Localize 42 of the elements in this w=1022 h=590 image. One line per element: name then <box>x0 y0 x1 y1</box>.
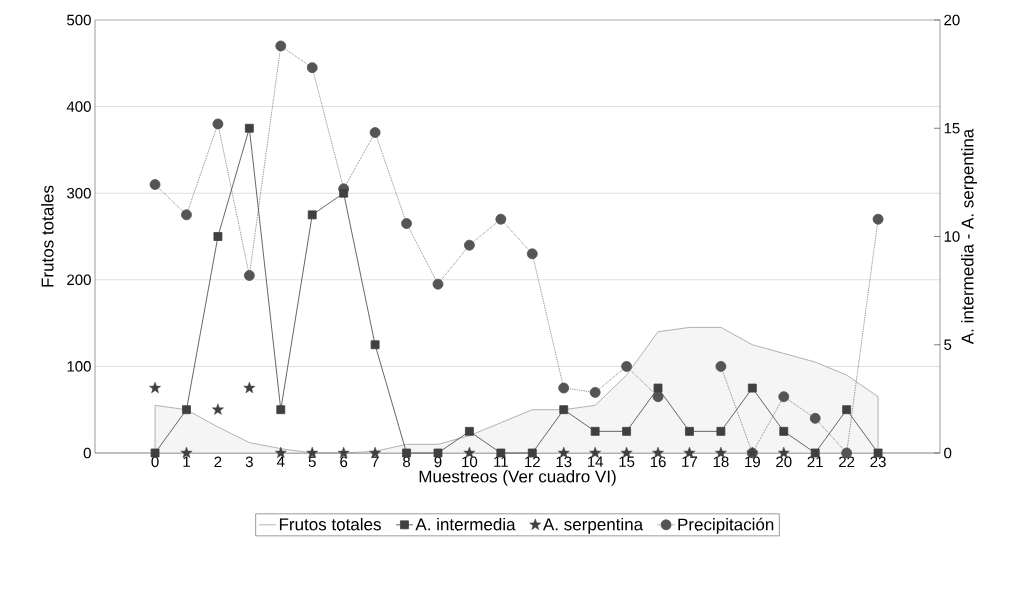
y2-tick-label: 5 <box>944 339 952 350</box>
x-tick-label: 6 <box>340 456 348 468</box>
x-tick-label: 8 <box>403 456 411 468</box>
y-tick-label: 100 <box>67 361 91 372</box>
x-tick-label: 18 <box>713 456 729 468</box>
legend-label: A. serpentina <box>543 517 644 534</box>
x-tick-label: 12 <box>525 456 540 468</box>
y-tick-label: 0 <box>83 447 91 459</box>
x-tick-label: 10 <box>462 456 478 468</box>
x-tick-label: 16 <box>650 456 666 468</box>
x-tick-label: 15 <box>619 456 635 467</box>
x-tick-label: 9 <box>434 456 442 468</box>
x-tick-label: 13 <box>556 456 572 468</box>
x-tick-label: 22 <box>839 456 855 468</box>
x-tick-label: 0 <box>151 456 159 468</box>
x-tick-label: 19 <box>745 456 760 468</box>
y-tick-label: 400 <box>66 101 91 112</box>
x-tick-label: 20 <box>776 456 792 468</box>
y-tick-label: 300 <box>67 187 91 199</box>
x-tick-label: 4 <box>276 456 285 467</box>
x-tick-label: 2 <box>214 456 222 468</box>
x-tick-label: 17 <box>682 456 698 467</box>
x-tick-label: 1 <box>183 456 190 467</box>
x-tick-label: 5 <box>308 456 316 467</box>
y2-tick-label: 0 <box>944 447 952 459</box>
y-axis-title: Frutos totales <box>41 185 54 287</box>
y2-tick-label: 20 <box>944 14 960 26</box>
legend-label: Precipitación <box>678 517 774 534</box>
y-tick-label: 500 <box>67 14 91 26</box>
x-tick-label: 3 <box>245 456 253 468</box>
legend-label: A. intermedia <box>415 517 516 531</box>
y2-tick-label: 15 <box>944 123 960 134</box>
x-tick-label: 23 <box>870 456 886 468</box>
y2-tick-label: 10 <box>944 231 960 242</box>
x-tick-label: 14 <box>587 456 604 467</box>
y2-axis-title: A. intermedia - A. serpentina <box>961 128 977 345</box>
legend-label: Frutos totales <box>279 517 381 531</box>
x-tick-label: 11 <box>494 456 508 467</box>
y-tick-label: 200 <box>67 274 91 286</box>
x-axis-title: Muestreos (Ver cuadro VI) <box>419 470 616 486</box>
x-tick-label: 7 <box>371 456 379 467</box>
x-tick-label: 21 <box>807 456 823 468</box>
